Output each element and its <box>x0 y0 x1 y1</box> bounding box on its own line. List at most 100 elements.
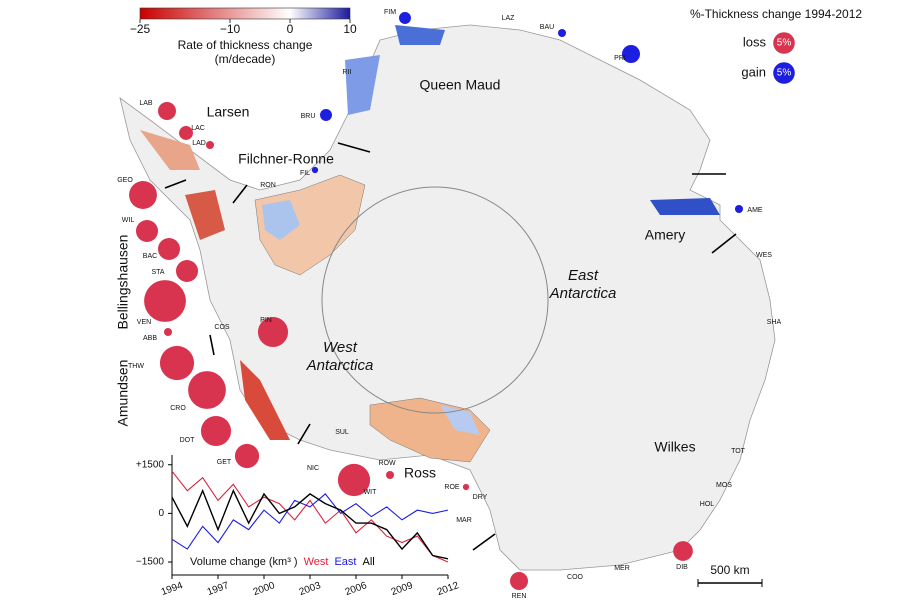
shelf-label: WIL <box>122 217 135 224</box>
ice-shelf <box>650 198 720 215</box>
shelf-bubble <box>385 470 395 480</box>
legend-title: %-Thickness change 1994-2012 <box>690 7 862 21</box>
divides <box>164 142 737 551</box>
y-tick-label: −1500 <box>136 557 165 568</box>
shelf-label: TOT <box>731 448 746 455</box>
region-label: Larsen <box>207 104 250 120</box>
shelf-label: COS <box>214 324 230 331</box>
shelf-label: VEN <box>137 319 151 326</box>
legend-bubble-label: 5% <box>777 38 792 49</box>
shelf-bubble <box>337 463 371 497</box>
shelf-label: ROW <box>378 460 396 467</box>
shelf-bubble <box>188 371 226 409</box>
y-tick-label: +1500 <box>136 459 165 470</box>
region-label: Wilkes <box>654 439 695 455</box>
ice-shelf <box>395 25 445 45</box>
shelf-label: PRI <box>614 55 626 62</box>
shelf-label: PIN <box>260 317 272 324</box>
shelf-bubble <box>157 237 181 261</box>
shelf-label: MER <box>614 565 630 572</box>
region-label: Filchner-Ronne <box>238 151 334 167</box>
shelf-bubble <box>129 181 157 209</box>
shelf-bubble <box>234 443 260 469</box>
shelf-bubble <box>159 345 195 381</box>
shelf-label: SHA <box>767 319 782 326</box>
colorbar <box>139 7 351 20</box>
shelf-label: ABB <box>143 335 157 342</box>
shelf-bubble <box>462 483 470 491</box>
region-label: Bellingshausen <box>115 235 131 330</box>
line-series <box>171 488 449 560</box>
legend-label: loss <box>743 34 767 49</box>
ice-shelf <box>240 360 290 440</box>
shelf-label: REN <box>512 593 527 600</box>
colorbar-title: (m/decade) <box>215 52 276 66</box>
colorbar-tick-label: 10 <box>343 22 357 36</box>
shelf-label: DIB <box>676 564 688 571</box>
shelf-label: AME <box>747 207 763 214</box>
shelf-label: LAC <box>191 125 205 132</box>
shelf-label: FIL <box>300 170 310 177</box>
chart-title-text: Volume change (km³ ) <box>190 556 298 568</box>
shelf-label: SUL <box>335 429 349 436</box>
shelf-label: DRY <box>473 494 488 501</box>
shelf-label: FIM <box>384 9 396 16</box>
shelf-label: NIC <box>307 465 319 472</box>
shelf-bubble <box>510 572 528 590</box>
region-label: Amery <box>645 227 685 243</box>
shelf-label: GEO <box>117 177 133 184</box>
legend-entry: East <box>334 556 356 568</box>
x-tick-label: 1994 <box>160 580 185 598</box>
legend-entry: All <box>362 556 374 568</box>
shelf-bubble <box>399 12 411 24</box>
line-series <box>171 493 449 550</box>
shelf-bubble <box>200 415 232 447</box>
shelf-label: COO <box>567 574 584 581</box>
shelf-bubble <box>179 126 193 140</box>
subcontinent-label: Antarctica <box>549 285 617 302</box>
legend-label: gain <box>741 64 766 79</box>
shelf-label: BAU <box>540 24 554 31</box>
shelf-bubble <box>175 259 199 283</box>
legend-entry: West <box>304 556 329 568</box>
shelf-label: RON <box>260 182 276 189</box>
ice-shelf <box>345 55 380 115</box>
shelf-bubble <box>163 327 173 337</box>
shelf-bubble <box>734 204 744 214</box>
shelf-label: MOS <box>716 482 732 489</box>
shelf-bubble <box>320 109 332 121</box>
shelf-label: BRU <box>301 113 316 120</box>
shelf-bubble <box>311 166 319 174</box>
subcontinent-label: West <box>323 339 358 356</box>
x-tick-label: 2003 <box>298 580 323 598</box>
shelf-label: WIT <box>364 489 378 496</box>
ice-shelf <box>254 174 366 276</box>
x-tick-label: 2012 <box>436 580 461 598</box>
shelf-label: RII <box>343 69 352 76</box>
x-tick-label: 1997 <box>206 580 231 598</box>
shelf-label: WES <box>756 252 772 259</box>
shelf-bubble <box>135 219 159 243</box>
shelf-bubble <box>673 541 693 561</box>
y-tick-label: 0 <box>158 508 164 519</box>
shelf-label: CRO <box>170 405 186 412</box>
x-tick-label: 2006 <box>344 580 369 598</box>
ice-shelf <box>185 190 225 240</box>
line-series <box>171 470 449 563</box>
colorbar-title: Rate of thickness change <box>178 38 313 52</box>
x-tick-label: 2000 <box>252 580 277 598</box>
shelf-bubble <box>622 45 640 63</box>
shelf-label: GET <box>217 459 232 466</box>
shelf-bubble <box>205 140 215 150</box>
legend-bubble <box>773 32 795 54</box>
shelf-label: ROE <box>444 484 460 491</box>
shelf-label: DOT <box>180 437 196 444</box>
shelf-label: HOL <box>700 501 715 508</box>
shelf-label: STA <box>151 269 164 276</box>
scale-bar-label: 500 km <box>710 563 749 577</box>
ice-shelf <box>262 200 300 240</box>
legend-bubble <box>773 62 795 84</box>
region-label: Amundsen <box>115 360 131 427</box>
shelf-label: THW <box>128 363 144 370</box>
